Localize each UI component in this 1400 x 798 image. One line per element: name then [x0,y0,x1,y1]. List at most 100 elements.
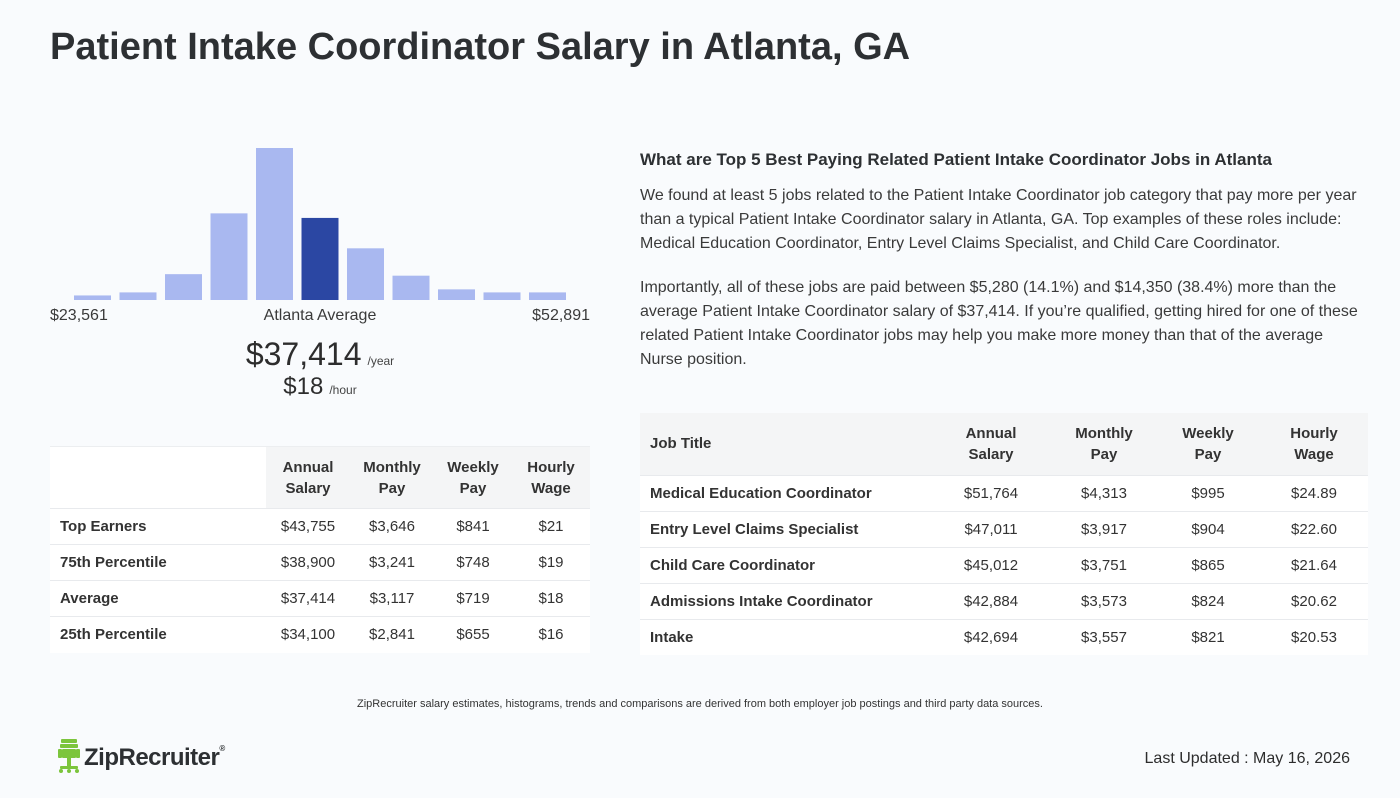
histogram-max-label: $52,891 [532,307,590,324]
hourly-wage-cell: $16 [512,616,590,653]
histogram-bar [438,289,475,300]
percentile-table: Annual Salary Monthly Pay Weekly Pay Hou… [50,446,590,653]
header-annual-salary: Annual Salary [930,413,1052,475]
header-text: Weekly Pay [1182,424,1234,463]
header-text: Hourly Wage [1290,424,1338,463]
average-yearly: $37,414/year [50,336,590,373]
weekly-pay-cell: $748 [434,544,512,581]
hourly-wage-cell: $21 [512,508,590,545]
weekly-pay-cell: $719 [434,580,512,617]
average-hourly: $18/hour [50,373,590,401]
annual-salary-cell: $42,694 [930,618,1052,655]
registered-mark: ® [219,744,225,753]
header-hourly-wage: Hourly Wage [512,446,590,509]
logo-text: ZipRecruiter [84,744,220,771]
header-cell [50,446,266,509]
annual-salary-cell: $38,900 [266,544,350,581]
job-title-cell: Intake [640,618,930,655]
related-jobs-table: Job Title Annual Salary Monthly Pay Week… [640,413,1368,655]
weekly-pay-cell: $841 [434,508,512,545]
ziprecruiter-logo[interactable]: ZipRecruiter® [58,738,225,778]
histogram-bar [165,274,202,300]
monthly-pay-cell: $3,646 [350,508,434,545]
chair-icon [58,738,80,778]
page-title: Patient Intake Coordinator Salary in Atl… [50,26,911,68]
table-row: Entry Level Claims Specialist $47,011 $3… [640,510,1368,547]
annual-salary-cell: $42,884 [930,582,1052,619]
job-title-cell: Medical Education Coordinator [640,474,930,511]
table-row: 75th Percentile $38,900 $3,241 $748 $19 [50,544,590,581]
histogram-bar [74,295,111,300]
histogram-bar [347,248,384,300]
histogram-bar [119,292,157,300]
weekly-pay-cell: $821 [1156,618,1260,655]
weekly-pay-cell: $824 [1156,582,1260,619]
job-title-cell: Admissions Intake Coordinator [640,582,930,619]
hourly-wage-cell: $20.53 [1260,618,1368,655]
weekly-pay-cell: $865 [1156,546,1260,583]
histogram-bar [256,148,293,300]
table-row: Medical Education Coordinator $51,764 $4… [640,474,1368,511]
header-monthly-pay: Monthly Pay [350,446,434,509]
monthly-pay-cell: $3,117 [350,580,434,617]
table-row: Child Care Coordinator $45,012 $3,751 $8… [640,546,1368,583]
average-hourly-unit: /hour [329,383,357,397]
related-jobs-heading: What are Top 5 Best Paying Related Patie… [640,150,1272,169]
average-yearly-value: $37,414 [245,336,362,372]
monthly-pay-cell: $3,917 [1052,510,1156,547]
histogram-bar [483,292,521,300]
header-weekly-pay: Weekly Pay [1156,413,1260,475]
hourly-wage-cell: $18 [512,580,590,617]
percentile-table-header: Annual Salary Monthly Pay Weekly Pay Hou… [50,446,590,509]
related-jobs-paragraph-2: Importantly, all of these jobs are paid … [640,279,1358,368]
table-row: Intake $42,694 $3,557 $821 $20.53 [640,618,1368,655]
salary-histogram [50,130,590,302]
header-text: Annual Salary [282,458,334,497]
logo-wordmark: ZipRecruiter® [84,744,225,772]
histogram-average-label: Atlanta Average [263,307,377,324]
histogram-bar [392,275,430,300]
header-text: Monthly Pay [1075,424,1133,463]
annual-salary-cell: $51,764 [930,474,1052,511]
hourly-wage-cell: $19 [512,544,590,581]
header-text: Monthly Pay [363,458,421,497]
histogram-labels: $23,561 Atlanta Average $52,891 [50,307,590,329]
histogram-bar [210,213,248,300]
weekly-pay-cell: $904 [1156,510,1260,547]
row-label: 25th Percentile [50,616,266,653]
header-text: Hourly Wage [527,458,575,497]
row-label: Top Earners [50,508,266,545]
monthly-pay-cell: $3,573 [1052,582,1156,619]
annual-salary-cell: $43,755 [266,508,350,545]
table-row: 25th Percentile $34,100 $2,841 $655 $16 [50,616,590,653]
job-title-cell: Entry Level Claims Specialist [640,510,930,547]
monthly-pay-cell: $4,313 [1052,474,1156,511]
disclaimer: ZipRecruiter salary estimates, histogram… [357,698,1043,710]
row-label: 75th Percentile [50,544,266,581]
row-label: Average [50,580,266,617]
annual-salary-cell: $47,011 [930,510,1052,547]
annual-salary-cell: $37,414 [266,580,350,617]
histogram-bar-average [301,217,339,300]
hourly-wage-cell: $24.89 [1260,474,1368,511]
weekly-pay-cell: $995 [1156,474,1260,511]
average-hourly-value: $18 [283,373,324,400]
monthly-pay-cell: $2,841 [350,616,434,653]
monthly-pay-cell: $3,241 [350,544,434,581]
monthly-pay-cell: $3,751 [1052,546,1156,583]
table-row: Average $37,414 $3,117 $719 $18 [50,580,590,617]
header-weekly-pay: Weekly Pay [434,446,512,509]
annual-salary-cell: $45,012 [930,546,1052,583]
hourly-wage-cell: $20.62 [1260,582,1368,619]
last-updated: Last Updated : May 16, 2026 [1144,750,1350,767]
header-text: Annual Salary [965,424,1017,463]
job-title-cell: Child Care Coordinator [640,546,930,583]
hourly-wage-cell: $21.64 [1260,546,1368,583]
annual-salary-cell: $34,100 [266,616,350,653]
weekly-pay-cell: $655 [434,616,512,653]
monthly-pay-cell: $3,557 [1052,618,1156,655]
table-row: Admissions Intake Coordinator $42,884 $3… [640,582,1368,619]
histogram-bar [529,292,566,300]
histogram-min-label: $23,561 [50,307,108,324]
table-row: Top Earners $43,755 $3,646 $841 $21 [50,508,590,545]
